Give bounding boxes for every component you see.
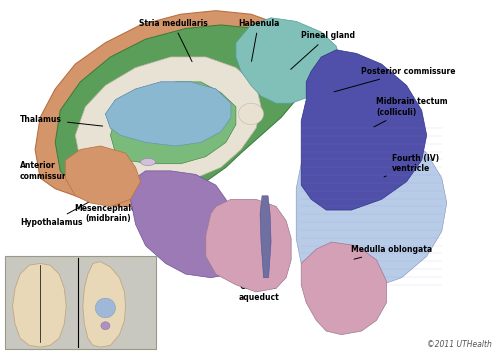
Text: Posterior commissure: Posterior commissure	[333, 67, 455, 92]
Text: ©2011 UTHealth: ©2011 UTHealth	[426, 340, 491, 349]
Ellipse shape	[140, 158, 155, 166]
Polygon shape	[260, 196, 271, 278]
Polygon shape	[130, 171, 245, 278]
Text: Habenula: Habenula	[237, 19, 279, 61]
Polygon shape	[55, 25, 306, 199]
Text: Cerebral
aqueduct: Cerebral aqueduct	[237, 252, 279, 302]
Text: Fourth (IV)
ventricle: Fourth (IV) ventricle	[383, 154, 438, 177]
Text: Pons: Pons	[197, 244, 226, 270]
FancyBboxPatch shape	[5, 256, 155, 349]
Ellipse shape	[95, 298, 115, 318]
Polygon shape	[301, 242, 386, 335]
Ellipse shape	[101, 322, 110, 330]
Text: Thalamus: Thalamus	[20, 115, 102, 126]
Text: Hypothalamus: Hypothalamus	[20, 197, 98, 227]
Polygon shape	[235, 18, 341, 103]
Polygon shape	[83, 262, 125, 347]
Text: Medulla oblongata: Medulla oblongata	[351, 245, 432, 259]
Text: Midbrain tectum
(colliculi): Midbrain tectum (colliculi)	[373, 97, 447, 127]
Ellipse shape	[238, 103, 263, 125]
Polygon shape	[35, 11, 311, 206]
Polygon shape	[105, 82, 230, 146]
Polygon shape	[110, 82, 235, 164]
Polygon shape	[105, 82, 230, 146]
Text: Pineal gland: Pineal gland	[290, 31, 355, 69]
Polygon shape	[13, 263, 66, 347]
Polygon shape	[65, 146, 140, 206]
Polygon shape	[296, 117, 446, 292]
Polygon shape	[301, 50, 426, 210]
Text: Mesencephalon
(midbrain): Mesencephalon (midbrain)	[74, 204, 155, 223]
Text: Stria medullaris: Stria medullaris	[139, 19, 207, 62]
Polygon shape	[75, 57, 261, 182]
Polygon shape	[205, 199, 291, 292]
Text: Anterior
commissure: Anterior commissure	[20, 161, 115, 180]
